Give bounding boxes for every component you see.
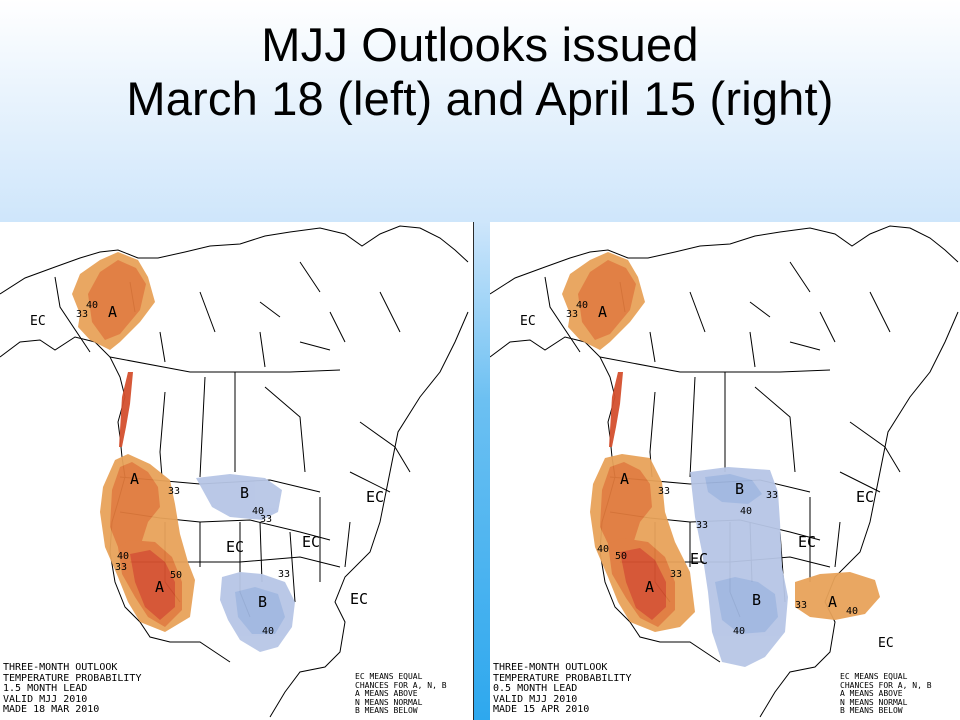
caption-line: TEMPERATURE PROBABILITY xyxy=(3,672,142,684)
above-alaska-label: A xyxy=(598,303,607,321)
ec-southeast-label: EC xyxy=(350,590,368,608)
below-south-label: B xyxy=(258,593,267,611)
ec-florida-label: EC xyxy=(878,636,894,651)
contour-33-alaska: 33 xyxy=(566,309,578,320)
legend-line: A MEANS ABOVE xyxy=(355,689,418,699)
above-southwest-label: A xyxy=(155,578,164,596)
contour-33-southwest: 33 xyxy=(670,569,682,580)
contour-40-north: 40 xyxy=(252,506,264,517)
contour-33-southeast: 33 xyxy=(795,600,807,611)
outlook-map-april: EC A 33 40 A 33 A 40 50 33 B 33 40 B 40 … xyxy=(490,222,960,720)
caption-line: TEMPERATURE PROBABILITY xyxy=(493,672,632,684)
above-southwest-label: A xyxy=(645,578,654,596)
legend-line: EC MEANS EQUAL xyxy=(355,672,423,682)
map-caption-april: THREE-MONTH OUTLOOK TEMPERATURE PROBABILI… xyxy=(493,662,632,716)
contour-50-southwest: 50 xyxy=(615,551,627,562)
caption-line: 0.5 MONTH LEAD xyxy=(493,683,578,695)
ec-northeast-label: EC xyxy=(856,488,874,506)
below-north-label: B xyxy=(240,484,249,502)
legend-line: N MEANS NORMAL xyxy=(355,697,423,707)
contour-40-southwest: 40 xyxy=(597,544,609,555)
title-line-1: MJJ Outlooks issued xyxy=(261,18,699,71)
caption-line: VALID MJJ 2010 xyxy=(493,693,578,705)
contour-33-north: 33 xyxy=(260,514,272,525)
caption-line: THREE-MONTH OUTLOOK xyxy=(493,662,608,674)
ec-northeast-label: EC xyxy=(366,488,384,506)
legend-line: EC MEANS EQUAL xyxy=(840,672,908,682)
contour-40-alaska: 40 xyxy=(86,300,98,311)
contour-33-north: 33 xyxy=(766,490,778,501)
contour-40-southwest: 40 xyxy=(117,551,129,562)
map-canvas-april: EC A 33 40 A 33 A 40 50 33 B 33 40 B 40 … xyxy=(490,225,959,718)
contour-40-south: 40 xyxy=(262,626,274,637)
outlook-map-march: EC A 33 40 A 33 A 40 50 33 B 40 33 B 33 … xyxy=(0,222,474,720)
above-northwest-label: A xyxy=(620,470,629,488)
contour-40-alaska: 40 xyxy=(576,300,588,311)
caption-line: MADE 15 APR 2010 xyxy=(493,704,590,716)
contour-33-northwest: 33 xyxy=(658,486,670,497)
contour-33-plains: 33 xyxy=(696,520,708,531)
map-canvas-march: EC A 33 40 A 33 A 40 50 33 B 40 33 B 33 … xyxy=(0,225,469,718)
below-north-label: B xyxy=(735,480,744,498)
legend-line: B MEANS BELOW xyxy=(355,706,418,716)
ec-central-label: EC xyxy=(226,538,244,556)
contour-33-alaska: 33 xyxy=(76,309,88,320)
contour-50-southwest: 50 xyxy=(170,570,182,581)
contour-33-southwest: 33 xyxy=(115,562,127,573)
map-caption-march: THREE-MONTH OUTLOOK TEMPERATURE PROBABILI… xyxy=(3,662,142,716)
ec-alaska-label: EC xyxy=(520,314,536,329)
title-line-2: March 18 (left) and April 15 (right) xyxy=(126,72,834,125)
ec-midwest-label: EC xyxy=(798,533,816,551)
below-south-label: B xyxy=(752,591,761,609)
contour-33-northwest: 33 xyxy=(168,486,180,497)
slide-title: MJJ Outlooks issued March 18 (left) and … xyxy=(0,18,960,126)
caption-line: THREE-MONTH OUTLOOK xyxy=(3,662,118,674)
contour-40-north: 40 xyxy=(740,506,752,517)
legend-line: CHANCES FOR A, N, B xyxy=(355,680,447,690)
contour-33-south: 33 xyxy=(278,569,290,580)
legend-line: A MEANS ABOVE xyxy=(840,689,903,699)
caption-line: MADE 18 MAR 2010 xyxy=(3,704,100,716)
legend-line: N MEANS NORMAL xyxy=(840,697,908,707)
caption-line: VALID MJJ 2010 xyxy=(3,693,88,705)
above-southeast-label: A xyxy=(828,593,837,611)
ec-midwest-label: EC xyxy=(302,533,320,551)
contour-40-south: 40 xyxy=(733,626,745,637)
caption-line: 1.5 MONTH LEAD xyxy=(3,683,88,695)
legend-line: B MEANS BELOW xyxy=(840,706,903,716)
contour-40-southeast: 40 xyxy=(846,606,858,617)
above-alaska-label: A xyxy=(108,303,117,321)
legend-line: CHANCES FOR A, N, B xyxy=(840,680,932,690)
above-northwest-label: A xyxy=(130,470,139,488)
ec-central-label: EC xyxy=(690,550,708,568)
ec-alaska-label: EC xyxy=(30,314,46,329)
